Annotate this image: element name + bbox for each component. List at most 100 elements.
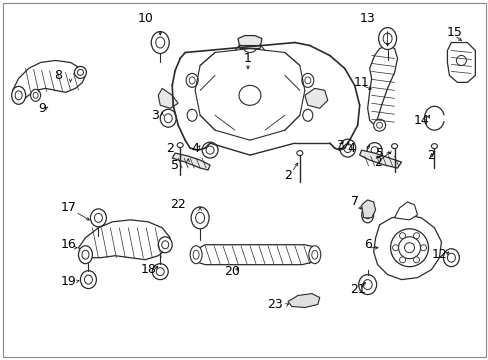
Ellipse shape — [443, 249, 458, 267]
Polygon shape — [158, 88, 178, 108]
Text: 18: 18 — [140, 263, 156, 276]
Polygon shape — [367, 45, 397, 125]
Polygon shape — [13, 60, 85, 100]
Ellipse shape — [302, 109, 312, 121]
Text: 16: 16 — [61, 238, 76, 251]
Ellipse shape — [376, 122, 382, 128]
Polygon shape — [172, 153, 210, 170]
Ellipse shape — [296, 150, 302, 156]
Ellipse shape — [189, 77, 195, 84]
Polygon shape — [373, 215, 441, 280]
Ellipse shape — [392, 245, 398, 251]
Ellipse shape — [151, 32, 169, 54]
Ellipse shape — [455, 55, 466, 66]
Ellipse shape — [78, 246, 92, 264]
Text: 3: 3 — [335, 139, 343, 152]
Ellipse shape — [390, 229, 427, 267]
Ellipse shape — [156, 268, 164, 276]
Ellipse shape — [190, 246, 202, 264]
Ellipse shape — [239, 85, 261, 105]
Ellipse shape — [31, 89, 41, 101]
Text: 17: 17 — [61, 201, 76, 215]
Text: 14: 14 — [413, 114, 428, 127]
Ellipse shape — [311, 250, 317, 259]
Ellipse shape — [12, 86, 25, 104]
Text: 5: 5 — [375, 147, 383, 159]
Ellipse shape — [195, 212, 204, 223]
Ellipse shape — [152, 264, 168, 280]
Polygon shape — [361, 200, 375, 218]
Ellipse shape — [373, 119, 385, 131]
Text: 2: 2 — [166, 141, 174, 155]
Polygon shape — [238, 36, 262, 49]
Text: 6: 6 — [363, 238, 371, 251]
Ellipse shape — [413, 233, 419, 239]
Ellipse shape — [90, 209, 106, 227]
Text: 10: 10 — [137, 12, 153, 25]
Ellipse shape — [398, 237, 420, 259]
Text: 8: 8 — [55, 69, 62, 82]
Text: 9: 9 — [39, 102, 46, 115]
Text: 21: 21 — [349, 283, 365, 296]
Text: 12: 12 — [431, 248, 447, 261]
Text: 2: 2 — [284, 168, 291, 181]
Text: 5: 5 — [171, 158, 179, 172]
Ellipse shape — [177, 143, 183, 148]
Ellipse shape — [193, 250, 199, 259]
Ellipse shape — [77, 69, 83, 75]
Ellipse shape — [399, 257, 405, 263]
Ellipse shape — [364, 211, 370, 219]
Text: 13: 13 — [359, 12, 375, 25]
Text: 15: 15 — [446, 26, 461, 39]
Text: 4: 4 — [347, 141, 355, 155]
Ellipse shape — [363, 280, 371, 289]
Ellipse shape — [164, 114, 172, 123]
Ellipse shape — [15, 91, 22, 100]
Ellipse shape — [205, 146, 214, 154]
Text: 4: 4 — [191, 141, 199, 155]
Ellipse shape — [339, 139, 355, 157]
Ellipse shape — [399, 233, 405, 239]
Polygon shape — [78, 220, 170, 260]
Polygon shape — [287, 293, 319, 307]
Ellipse shape — [162, 241, 168, 249]
Ellipse shape — [160, 109, 176, 127]
Text: 7: 7 — [350, 195, 358, 208]
Ellipse shape — [420, 245, 426, 251]
Ellipse shape — [81, 271, 96, 289]
Ellipse shape — [186, 73, 198, 87]
Text: 20: 20 — [224, 265, 240, 278]
Polygon shape — [192, 245, 319, 265]
Polygon shape — [394, 202, 417, 220]
Text: 11: 11 — [353, 76, 369, 89]
Ellipse shape — [378, 28, 396, 50]
Ellipse shape — [366, 143, 381, 158]
Text: 2: 2 — [427, 149, 434, 162]
Text: 1: 1 — [244, 52, 251, 65]
Ellipse shape — [308, 246, 320, 264]
Ellipse shape — [447, 253, 454, 262]
Ellipse shape — [156, 37, 164, 48]
Polygon shape — [359, 150, 401, 168]
Polygon shape — [447, 42, 474, 82]
Ellipse shape — [343, 144, 351, 153]
Ellipse shape — [33, 92, 38, 98]
Ellipse shape — [202, 142, 218, 158]
Text: 19: 19 — [61, 275, 76, 288]
Ellipse shape — [301, 73, 313, 87]
Ellipse shape — [413, 257, 419, 263]
Ellipse shape — [82, 250, 89, 259]
Ellipse shape — [191, 207, 209, 229]
Ellipse shape — [430, 144, 437, 149]
Ellipse shape — [358, 275, 376, 294]
Text: 2: 2 — [373, 156, 381, 168]
Ellipse shape — [391, 144, 397, 149]
Ellipse shape — [74, 67, 86, 78]
Ellipse shape — [370, 147, 377, 154]
Text: 22: 22 — [170, 198, 185, 211]
Ellipse shape — [94, 213, 102, 222]
Ellipse shape — [84, 275, 92, 284]
Ellipse shape — [187, 109, 197, 121]
Text: 3: 3 — [151, 109, 159, 122]
Ellipse shape — [404, 243, 414, 253]
